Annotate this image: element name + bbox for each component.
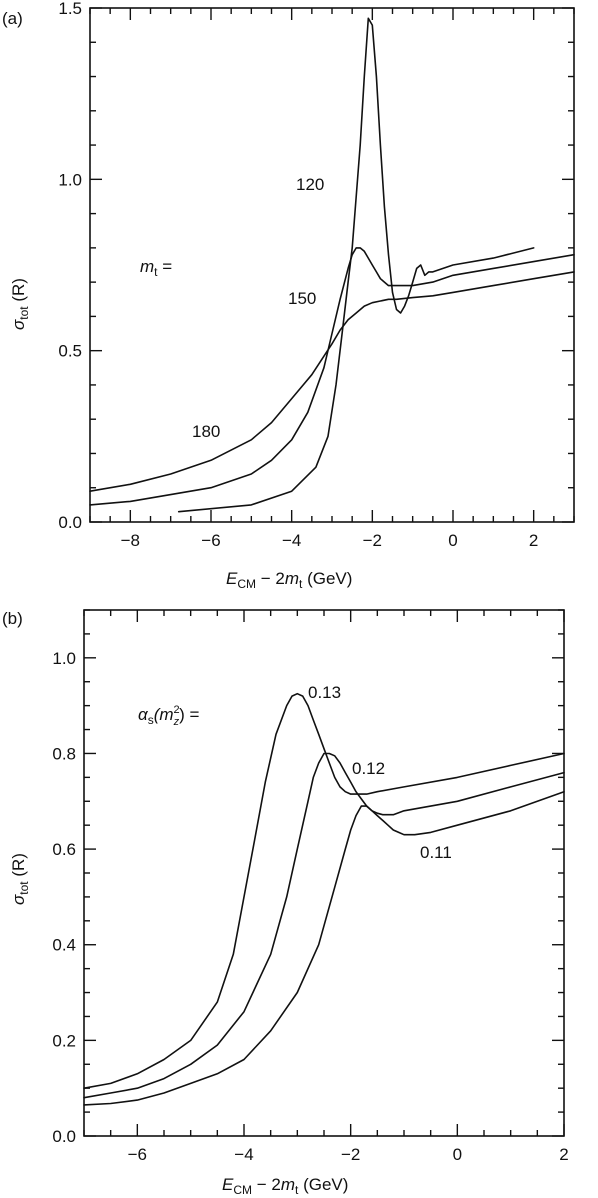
xlabel-minus: − 2 <box>256 569 285 588</box>
b-xtick-label: −4 <box>234 1145 253 1164</box>
b-series-012 <box>83 752 565 1099</box>
panel-a-ticks: −8 −6 −4 −2 0 2 0.0 0.5 1.0 1.5 <box>58 0 575 550</box>
panel-b-curves <box>83 692 565 1106</box>
panel-b-ticks: −6 −4 −2 0 2 0.0 0.2 0.4 0.6 0.8 1.0 <box>52 609 569 1164</box>
panel-a-curve-label-120: 120 <box>296 175 324 194</box>
ylabel-tot: tot <box>17 306 31 320</box>
b-series-013 <box>83 692 565 1089</box>
b-ytick-label: 1.0 <box>52 649 76 668</box>
a-series-150 <box>89 247 575 506</box>
legend-title-z: z <box>173 716 180 728</box>
xlabel-m: m <box>285 569 299 588</box>
b-ytick-label: 0.6 <box>52 840 76 859</box>
b-xtick-label: 0 <box>453 1145 462 1164</box>
xlabel-CM: CM <box>237 577 256 591</box>
legend-title-eq: ) = <box>179 705 199 724</box>
panel-b-legend-title: αs(m2 z) = <box>138 704 200 728</box>
legend-title-s: s <box>148 713 154 727</box>
legend-title-m: (m <box>154 705 174 724</box>
a-xtick-label: −6 <box>201 531 220 550</box>
legend-title-sub: t <box>154 265 158 279</box>
xlabel-E: E <box>226 569 238 588</box>
ylabel-R: (R) <box>9 853 28 881</box>
panel-a-ylabel: σtot (R) <box>9 278 31 330</box>
panel-b-curve-label-011: 0.11 <box>420 843 452 862</box>
legend-title-sup: 2 <box>174 704 180 716</box>
a-ytick-label: 0.0 <box>58 513 82 532</box>
panel-b-curve-label-013: 0.13 <box>308 683 341 702</box>
a-ytick-label: 1.5 <box>58 0 82 18</box>
panel-b-label: (b) <box>2 609 23 628</box>
a-xtick-label: −4 <box>282 531 301 550</box>
b-xtick-label: 2 <box>559 1145 568 1164</box>
panel-a-curve-label-150: 150 <box>288 289 316 308</box>
a-ytick-label: 1.0 <box>58 170 82 189</box>
xlabel-unit: (GeV) <box>302 569 352 588</box>
a-xtick-label: 2 <box>529 531 538 550</box>
ylabel-tot: tot <box>17 881 31 895</box>
b-ytick-label: 0.0 <box>52 1127 76 1146</box>
ylabel-sigma: σ <box>9 319 28 330</box>
panel-a-label: (a) <box>2 9 23 28</box>
panel-b-ylabel: σtot (R) <box>9 853 31 905</box>
b-ytick-label: 0.4 <box>52 936 76 955</box>
xlabel-t: t <box>299 577 303 591</box>
a-xtick-label: 0 <box>448 531 457 550</box>
xlabel-minus: − 2 <box>252 1175 281 1194</box>
ylabel-R: (R) <box>9 278 28 306</box>
panel-a-legend-title: mt = <box>140 257 172 279</box>
panel-a-curve-label-180: 180 <box>192 422 220 441</box>
xlabel-CM: CM <box>233 1183 252 1197</box>
panel-b-curve-label-012: 0.12 <box>352 759 385 778</box>
a-series-180 <box>89 271 575 492</box>
panel-a-curves <box>89 17 575 513</box>
panel-a: (a) −8 −6 −4 −2 0 2 0.0 0.5 1.0 1.5 120 150 180 m… <box>2 0 575 591</box>
xlabel-unit: (GeV) <box>298 1175 348 1194</box>
b-xtick-label: −6 <box>128 1145 147 1164</box>
panel-b-xlabel: ECM − 2mt (GeV) <box>222 1175 348 1197</box>
legend-title-eq: = <box>158 257 173 276</box>
b-ytick-label: 0.2 <box>52 1031 76 1050</box>
legend-title-alpha: α <box>138 705 149 724</box>
a-ytick-label: 0.5 <box>58 342 82 361</box>
a-xtick-label: −8 <box>121 531 140 550</box>
panel-a-xlabel: ECM − 2mt (GeV) <box>226 569 352 591</box>
xlabel-t: t <box>295 1183 299 1197</box>
panel-b: (b) −6 −4 −2 0 2 0.0 0.2 0.4 0.6 0.8 1.0 0.13 0.12… <box>2 609 569 1197</box>
ylabel-sigma: σ <box>9 894 28 905</box>
b-xtick-label: −2 <box>341 1145 360 1164</box>
a-xtick-label: −2 <box>363 531 382 550</box>
xlabel-E: E <box>222 1175 234 1194</box>
b-series-011 <box>83 790 565 1106</box>
a-series-120 <box>177 17 535 513</box>
xlabel-m: m <box>281 1175 295 1194</box>
b-ytick-label: 0.8 <box>52 744 76 763</box>
legend-title-m: m <box>140 257 154 276</box>
